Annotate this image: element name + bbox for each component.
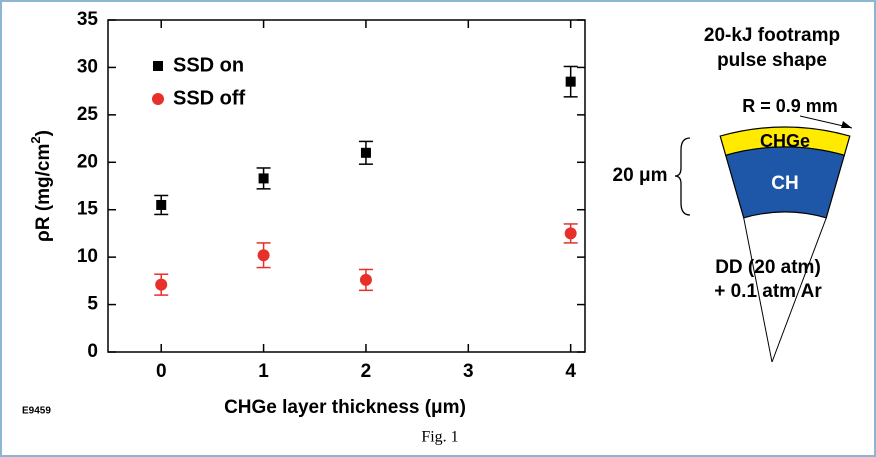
diagram-title: pulse shape [717,50,827,71]
y-tick-label: 35 [77,9,99,30]
y-tick-label: 30 [77,56,98,77]
thickness-brace [674,137,691,216]
gas-label: + 0.1 atm Ar [714,281,822,302]
y-tick-label: 25 [77,104,99,125]
radius-label: R = 0.9 mm [742,96,838,116]
layer-label: CH [771,173,798,194]
thickness-label: 20 μm [613,165,668,186]
data-point [564,227,577,240]
x-axis-label: CHGe layer thickness (μm) [224,397,466,418]
x-tick-label: 0 [156,361,167,382]
y-tick-label: 15 [77,199,99,220]
legend-marker [152,93,164,105]
caption: Fig. 1 [421,429,458,446]
legend-label: SSD on [173,54,244,76]
ch-layer [724,146,846,219]
x-tick-label: 3 [463,361,474,382]
arrow-head [841,121,852,128]
plot-frame [107,19,586,353]
y-axis-label: ρR (mg/cm2) [28,130,54,242]
y-label-sup: 2 [28,136,43,143]
y-label-end: ) [33,130,54,136]
wedge-edge [743,217,773,363]
target-diagram: 20-kJ footramp pulse shape R = 0.9 mm CH… [613,25,853,363]
layer-label: CHGe [760,131,810,151]
x-tick-label: 1 [258,361,269,382]
data-point [565,76,576,87]
legend-marker [153,61,163,71]
gas-label: DD (20 atm) [715,257,821,278]
diagram-title: 20-kJ footramp [704,25,840,46]
y-label-text: ρR (mg/cm [33,144,54,242]
x-tick-label: 2 [361,361,372,382]
y-tick-label: 0 [87,341,98,362]
data-point [359,273,372,286]
data-point [360,147,371,158]
figure-id: E9459 [22,406,51,417]
y-tick-label: 20 [77,151,98,172]
data-point [258,173,269,184]
wedge-edge [771,217,827,363]
data-point [257,249,270,262]
x-tick-label: 4 [565,361,576,382]
y-tick-label: 5 [87,294,98,315]
data-point [156,199,167,210]
data-point [155,278,168,291]
y-tick-label: 10 [77,246,98,267]
legend-label: SSD off [173,87,246,109]
